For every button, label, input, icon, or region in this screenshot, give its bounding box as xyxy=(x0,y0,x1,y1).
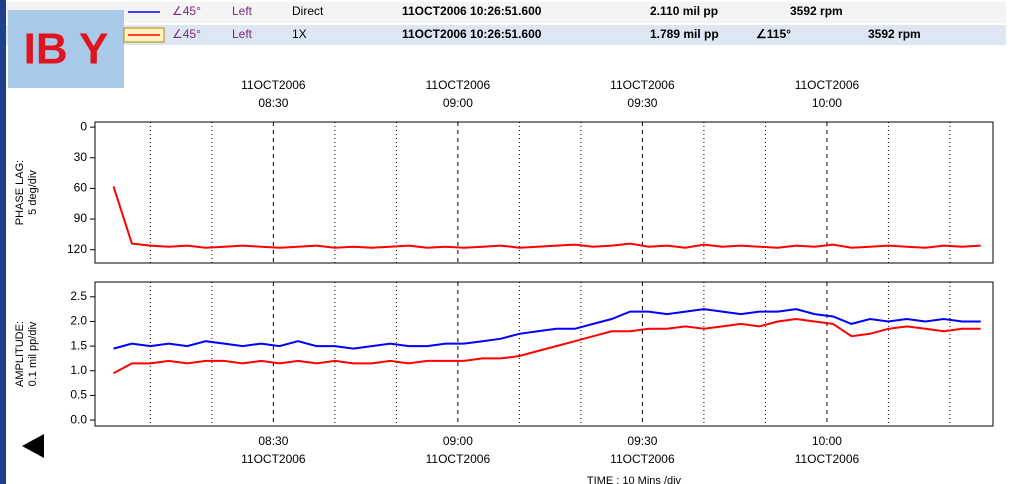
x-tick-label: 11OCT2006 xyxy=(610,452,675,466)
header-angle: ∠45° xyxy=(172,4,201,18)
y-tick-label: 120 xyxy=(67,242,87,256)
y-tick-label: 2.5 xyxy=(70,289,87,303)
y-tick-label: 1.5 xyxy=(70,338,87,352)
y-tick-label: 60 xyxy=(74,181,88,195)
header-side: Left xyxy=(232,27,253,41)
scroll-left-arrow[interactable] xyxy=(22,434,44,458)
header-row-bg xyxy=(6,25,1006,45)
x-tick-label: 11OCT2006 xyxy=(241,78,306,92)
plot-frame xyxy=(94,121,994,264)
header-amplitude: 2.110 mil pp xyxy=(650,4,718,18)
header-speed: 3592 rpm xyxy=(868,27,921,41)
x-tick-label: 11OCT2006 xyxy=(610,78,675,92)
header-row-bg xyxy=(6,2,1006,23)
x-tick-label: 11OCT2006 xyxy=(795,452,860,466)
header-amplitude: 1.789 mil pp xyxy=(650,27,719,41)
trend-line xyxy=(112,186,981,249)
x-axis-label: TIME : 10 Mins /div xyxy=(587,475,682,484)
y-tick-label: 30 xyxy=(74,150,88,164)
x-tick-label: 09:30 xyxy=(627,96,657,110)
y-axis-label: 5 deg/div xyxy=(27,170,39,215)
y-axis-label: AMPLITUDE: xyxy=(14,321,26,387)
header-mode: 1X xyxy=(292,27,307,41)
y-tick-label: 90 xyxy=(74,211,88,225)
y-tick-label: 2.0 xyxy=(70,314,87,328)
y-tick-label: 0.5 xyxy=(70,388,87,402)
y-tick-label: 0.0 xyxy=(70,412,87,426)
y-tick-label: 0 xyxy=(80,119,87,133)
x-tick-label: 11OCT2006 xyxy=(426,78,491,92)
trend-line xyxy=(113,317,981,375)
y-axis-label: 0.1 mil pp/div xyxy=(27,321,39,386)
header-mode: Direct xyxy=(292,4,324,18)
x-tick-label: 09:30 xyxy=(627,434,657,448)
x-tick-label: 09:00 xyxy=(443,434,473,448)
y-axis-label: PHASE LAG: xyxy=(14,160,26,225)
header-speed: 3592 rpm xyxy=(790,4,843,18)
window-border xyxy=(0,0,6,484)
header-timestamp: 11OCT2006 10:26:51.600 xyxy=(402,27,542,41)
header-timestamp: 11OCT2006 10:26:51.600 xyxy=(402,4,542,18)
plot-frame xyxy=(94,281,994,427)
x-tick-label: 11OCT2006 xyxy=(795,78,860,92)
badge-bg xyxy=(8,10,124,88)
badge: IB Y xyxy=(24,25,109,74)
x-tick-label: 11OCT2006 xyxy=(241,452,306,466)
y-tick-label: 1.0 xyxy=(70,363,87,377)
x-tick-label: 09:00 xyxy=(443,96,473,110)
x-tick-label: 08:30 xyxy=(258,96,288,110)
header-side: Left xyxy=(232,4,253,18)
header-angle: ∠45° xyxy=(172,27,201,41)
x-tick-label: 08:30 xyxy=(258,434,288,448)
x-tick-label: 10:00 xyxy=(812,96,842,110)
header-phase: ∠115° xyxy=(756,27,791,41)
trend-line xyxy=(113,308,981,350)
x-tick-label: 10:00 xyxy=(812,434,842,448)
x-tick-label: 11OCT2006 xyxy=(426,452,491,466)
